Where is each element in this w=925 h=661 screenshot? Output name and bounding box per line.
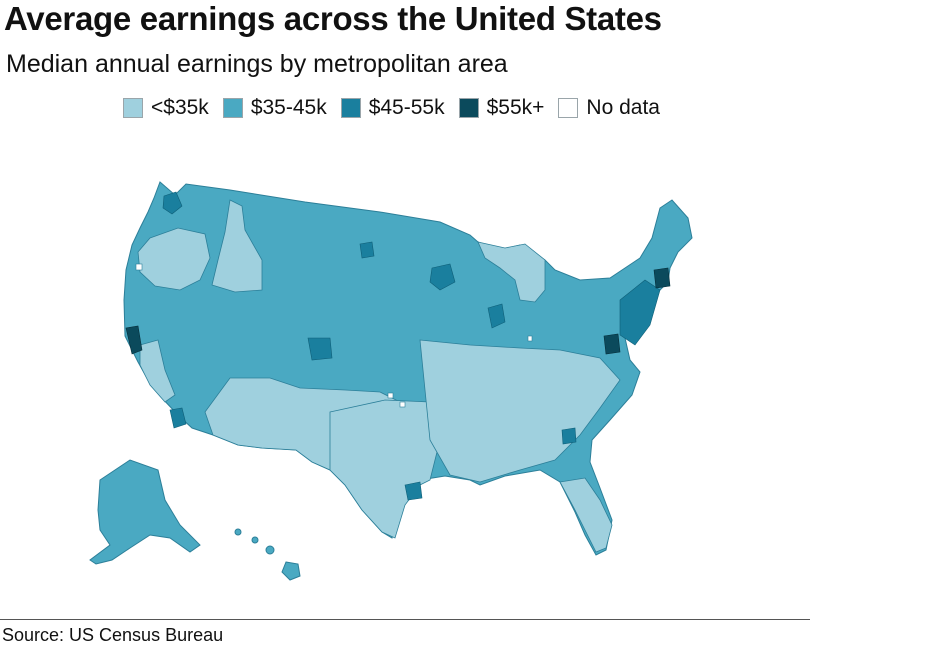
legend-swatch-45-55k bbox=[340, 98, 361, 118]
metro-denver bbox=[307, 337, 333, 361]
hawaii-island-big-island bbox=[281, 561, 301, 581]
legend-swatch-35-45k bbox=[222, 98, 243, 118]
chart-subtitle: Median annual earnings by metropolitan a… bbox=[6, 50, 508, 78]
metro-boston bbox=[653, 267, 671, 289]
legend-label-35-45k: $35-45k bbox=[250, 96, 327, 119]
legend: <$35k $35-45k $45-55k $55k+ No data bbox=[123, 96, 664, 120]
metro-northeast-corridor bbox=[619, 279, 661, 346]
legend-label-45-55k: $45-55k bbox=[368, 96, 445, 119]
region-northern-california bbox=[139, 339, 176, 403]
metro-chicago bbox=[487, 303, 506, 329]
region-florida bbox=[559, 477, 613, 553]
metro-san-francisco bbox=[125, 325, 143, 355]
no-data-area-arkansas bbox=[399, 401, 406, 408]
legend-label-55k-plus: $55k+ bbox=[486, 96, 545, 119]
alaska-shape bbox=[89, 459, 201, 565]
legend-item-55k-plus: $55k+ bbox=[458, 96, 545, 120]
metro-southern-california bbox=[169, 407, 187, 429]
region-texas bbox=[329, 399, 441, 539]
legend-swatch-lt35k bbox=[123, 98, 143, 118]
metro-minneapolis bbox=[429, 263, 456, 291]
metro-atlanta bbox=[561, 427, 577, 445]
chart-title: Average earnings across the United State… bbox=[4, 0, 662, 37]
metro-bismarck bbox=[359, 241, 375, 259]
no-data-area-oregon bbox=[135, 263, 143, 271]
legend-item-35-45k: $35-45k bbox=[222, 96, 327, 120]
legend-swatch-no-data bbox=[558, 98, 579, 118]
hawaii-island-oahu bbox=[251, 536, 259, 544]
hawaii-islands bbox=[234, 528, 301, 581]
metro-seattle bbox=[162, 191, 183, 215]
legend-item-no-data: No data bbox=[558, 96, 660, 120]
region-south-central bbox=[419, 339, 621, 483]
source-note: Source: US Census Bureau bbox=[2, 625, 224, 645]
region-idaho bbox=[211, 199, 263, 293]
no-data-area-oklahoma bbox=[387, 392, 394, 399]
region-northwest-interior bbox=[137, 227, 211, 291]
footer-divider bbox=[0, 619, 810, 620]
hawaii-island-maui bbox=[265, 545, 275, 555]
metro-washington-dc bbox=[603, 333, 621, 355]
legend-label-no-data: No data bbox=[586, 96, 660, 119]
legend-item-45-55k: $45-55k bbox=[340, 96, 445, 120]
hawaii-island-kauai bbox=[234, 528, 242, 536]
region-great-lakes-north bbox=[477, 241, 546, 303]
legend-label-lt35k: <$35k bbox=[151, 96, 209, 119]
us-map bbox=[0, 140, 925, 610]
metro-houston bbox=[404, 481, 423, 501]
legend-item-lt35k: <$35k bbox=[123, 96, 209, 120]
areas-no-data bbox=[135, 263, 533, 408]
metros-55k-plus bbox=[125, 267, 671, 355]
legend-swatch-55k-plus bbox=[458, 98, 479, 118]
us-map-svg bbox=[89, 181, 693, 581]
no-data-area-michigan bbox=[527, 335, 533, 342]
